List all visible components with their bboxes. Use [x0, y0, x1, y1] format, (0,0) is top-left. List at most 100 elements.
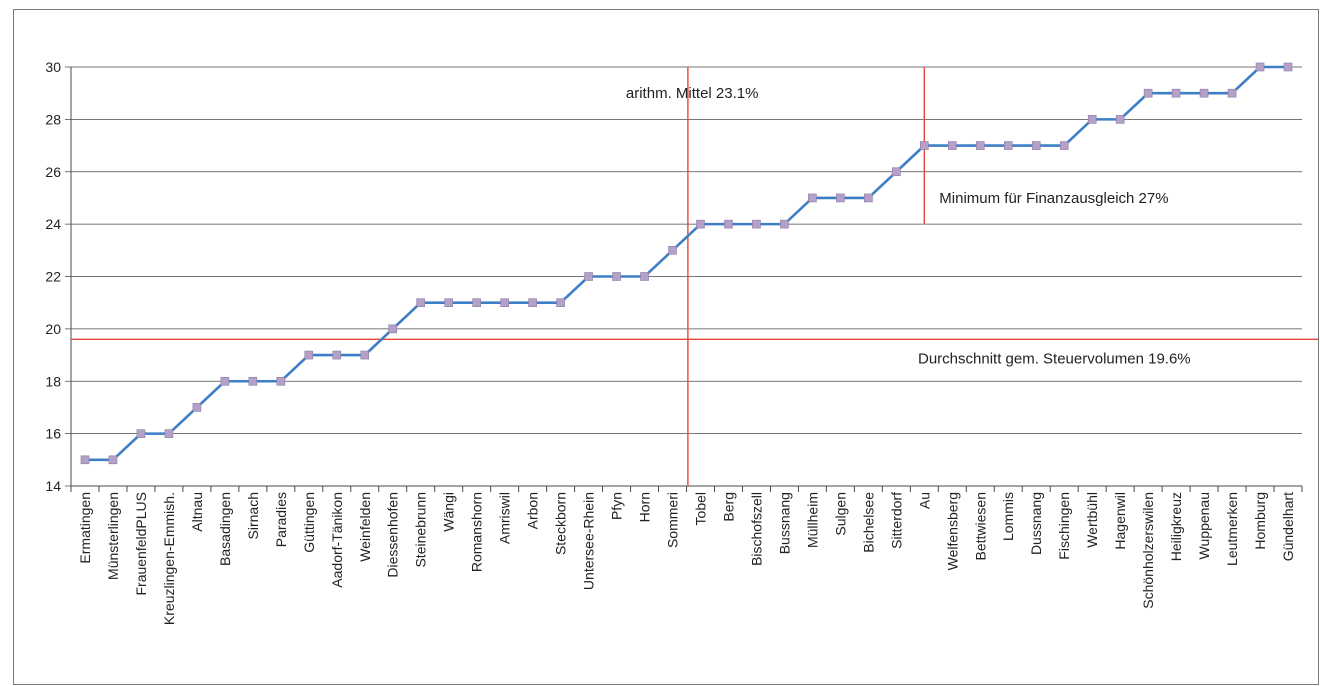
data-point-marker	[444, 298, 453, 307]
data-point-marker	[360, 350, 370, 360]
y-axis: 14 16 18 20 22 24 26 28 30	[45, 59, 72, 494]
data-point-marker	[1171, 88, 1181, 98]
x-tick-label: Basadingen	[217, 492, 233, 566]
data-point-marker	[612, 272, 621, 281]
data-point-marker	[192, 403, 202, 412]
x-tick-label: Wertbühl	[1084, 492, 1100, 548]
x-tick-label: Bichelsee	[860, 492, 876, 553]
data-point-marker	[388, 324, 398, 334]
data-point-marker	[920, 141, 929, 150]
x-tick-label: Steckborn	[553, 492, 569, 555]
data-point-marker	[808, 193, 817, 203]
data-point-marker	[1003, 141, 1013, 150]
mean-annotation: arithm. Mittel 23.1%	[626, 85, 759, 102]
y-tick-label: 16	[45, 426, 61, 442]
x-tick-label: Güttingen	[301, 492, 317, 553]
x-tick-label: Heiligkreuz	[1168, 492, 1184, 561]
data-point-marker	[416, 298, 426, 307]
data-point-marker	[584, 272, 593, 281]
x-tick-label: Fischingen	[1056, 492, 1072, 560]
x-tick-label: Steinebrunn	[413, 492, 429, 568]
data-point-marker	[1143, 88, 1153, 98]
data-point-marker	[724, 219, 733, 229]
x-tick-label: Dussnang	[1028, 492, 1044, 555]
data-point-marker	[975, 141, 985, 150]
x-tick-label: Diessenhofen	[385, 492, 401, 578]
data-point-marker	[640, 272, 649, 281]
x-tick-label: Sitterdorf	[888, 492, 904, 549]
x-tick-label: Altnau	[189, 492, 205, 532]
x-tick-label: Romanshorn	[469, 492, 485, 572]
data-point-marker	[304, 350, 314, 360]
x-tick-label: Au	[916, 492, 932, 509]
x-tick-label: Ermatingen	[77, 492, 93, 564]
data-point-marker	[1283, 62, 1293, 72]
y-tick-label: 18	[45, 373, 61, 389]
x-tick-label: Hagenwil	[1112, 492, 1128, 550]
x-tick-label: Bussnang	[776, 492, 792, 554]
data-point-marker	[836, 193, 845, 203]
x-tick-label: Tobel	[692, 492, 708, 525]
x-tick-label: Bettwiesen	[972, 492, 988, 560]
x-tick-label: Weinfelden	[357, 492, 373, 562]
x-tick-label: Wängi	[441, 492, 457, 532]
data-point-marker	[864, 193, 873, 203]
y-tick-label: 26	[45, 164, 61, 180]
y-tick-label: 20	[45, 321, 61, 337]
minimum-annotation: Minimum für Finanzausgleich 27%	[939, 190, 1168, 207]
y-tick-label: 14	[45, 478, 61, 494]
x-tick-label: Münsterlingen	[105, 492, 121, 580]
x-tick-label: Horn	[637, 492, 653, 522]
data-point-marker	[668, 246, 677, 255]
x-tick-label: Arbon	[525, 492, 541, 529]
data-point-marker	[1227, 88, 1237, 98]
x-tick-label: FrauenfeldPLUS	[133, 492, 149, 596]
x-tick-label: Sommeri	[665, 492, 681, 548]
data-point-marker	[556, 298, 565, 307]
x-tick-label: Bischofszell	[748, 492, 764, 566]
data-point-marker	[1255, 62, 1265, 72]
data-point-marker	[1031, 141, 1041, 150]
x-tick-label: Pfyn	[609, 492, 625, 520]
chart-frame	[13, 9, 1319, 685]
data-point-marker	[248, 376, 258, 386]
data-point-marker	[1059, 141, 1069, 150]
x-axis: Ermatingen Münsterlingen FrauenfeldPLUS Kre…	[70, 485, 1303, 625]
y-tick-label: 24	[45, 216, 61, 232]
grid	[65, 66, 1302, 487]
x-tick-label: Paradies	[273, 492, 289, 547]
data-point-marker	[1087, 115, 1097, 124]
data-point-marker	[164, 429, 174, 438]
data-point-marker	[947, 141, 957, 150]
x-tick-label: Aadorf-Tänikon	[329, 492, 345, 588]
data-point-marker	[332, 350, 342, 360]
y-tick-label: 28	[45, 111, 61, 127]
annotations: arithm. Mittel 23.1% Minimum für Finanzau…	[626, 85, 1191, 367]
x-tick-label: Wuppenau	[1196, 492, 1212, 559]
series-line	[84, 65, 1289, 462]
data-point-marker	[500, 298, 509, 307]
data-point-marker	[1115, 115, 1125, 124]
data-point-marker	[528, 298, 537, 307]
data-point-marker	[80, 455, 90, 465]
x-tick-label: Lommis	[1000, 492, 1016, 541]
data-point-marker	[752, 219, 761, 229]
x-tick-label: Schönholzerswilen	[1140, 492, 1156, 609]
y-tick-label: 22	[45, 269, 61, 285]
data-point-marker	[220, 376, 230, 386]
data-point-marker	[892, 167, 901, 177]
volume-average-annotation: Durchschnitt gem. Steuervolumen 19.6%	[918, 350, 1191, 367]
data-point-marker	[472, 298, 481, 307]
x-tick-label: Berg	[720, 492, 736, 522]
x-tick-label: Sulgen	[832, 492, 848, 536]
x-tick-label: Gündelhart	[1280, 492, 1296, 561]
data-point-marker	[276, 376, 286, 386]
x-tick-label: Müllheim	[804, 492, 820, 548]
x-tick-label: Homburg	[1252, 492, 1268, 550]
x-tick-label: Welfensberg	[944, 492, 960, 570]
x-tick-label: Amriswil	[497, 492, 513, 544]
data-point-marker	[1199, 88, 1209, 98]
x-tick-label: Kreuzlingen-Emmish.	[161, 492, 177, 625]
data-point-marker	[696, 219, 705, 229]
